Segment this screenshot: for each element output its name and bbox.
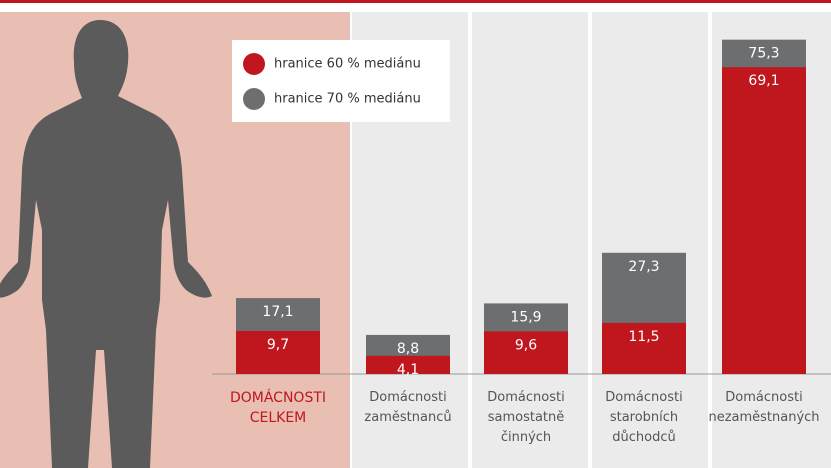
legend-swatch [243,53,265,75]
silhouette [0,20,212,468]
value-label: 4,1 [397,362,419,378]
x-tick-label: Domácnosti starobních důchodců [605,390,683,445]
x-tick-label: DOMÁCNOSTI CELKEM [229,390,327,426]
legend-box [232,40,450,122]
legend-label: hranice 70 % mediánu [274,92,421,107]
value-label: 15,9 [510,309,541,325]
bar [722,67,806,375]
x-tick-label: Domácnosti samostatně činných [487,390,565,445]
value-label: 11,5 [628,329,659,345]
bar [484,331,568,374]
legend-swatch [243,88,265,110]
x-tick-label: Domácnosti zaměstnanců [364,390,452,425]
value-label: 27,3 [628,259,659,275]
value-label: 69,1 [748,73,779,89]
value-label: 17,1 [262,304,293,320]
column-bg [472,12,588,468]
value-label: 9,7 [267,337,289,353]
bar [366,355,450,374]
column-bg [592,12,708,468]
top-rule [0,0,831,3]
bar [236,330,320,374]
bar [602,322,686,374]
value-label: 75,3 [748,46,779,62]
x-tick-label: Domácnosti nezaměstnaných [708,390,820,425]
value-label: 9,6 [515,337,537,353]
value-label: 8,8 [397,341,419,357]
legend-label: hranice 60 % mediánu [274,57,421,72]
